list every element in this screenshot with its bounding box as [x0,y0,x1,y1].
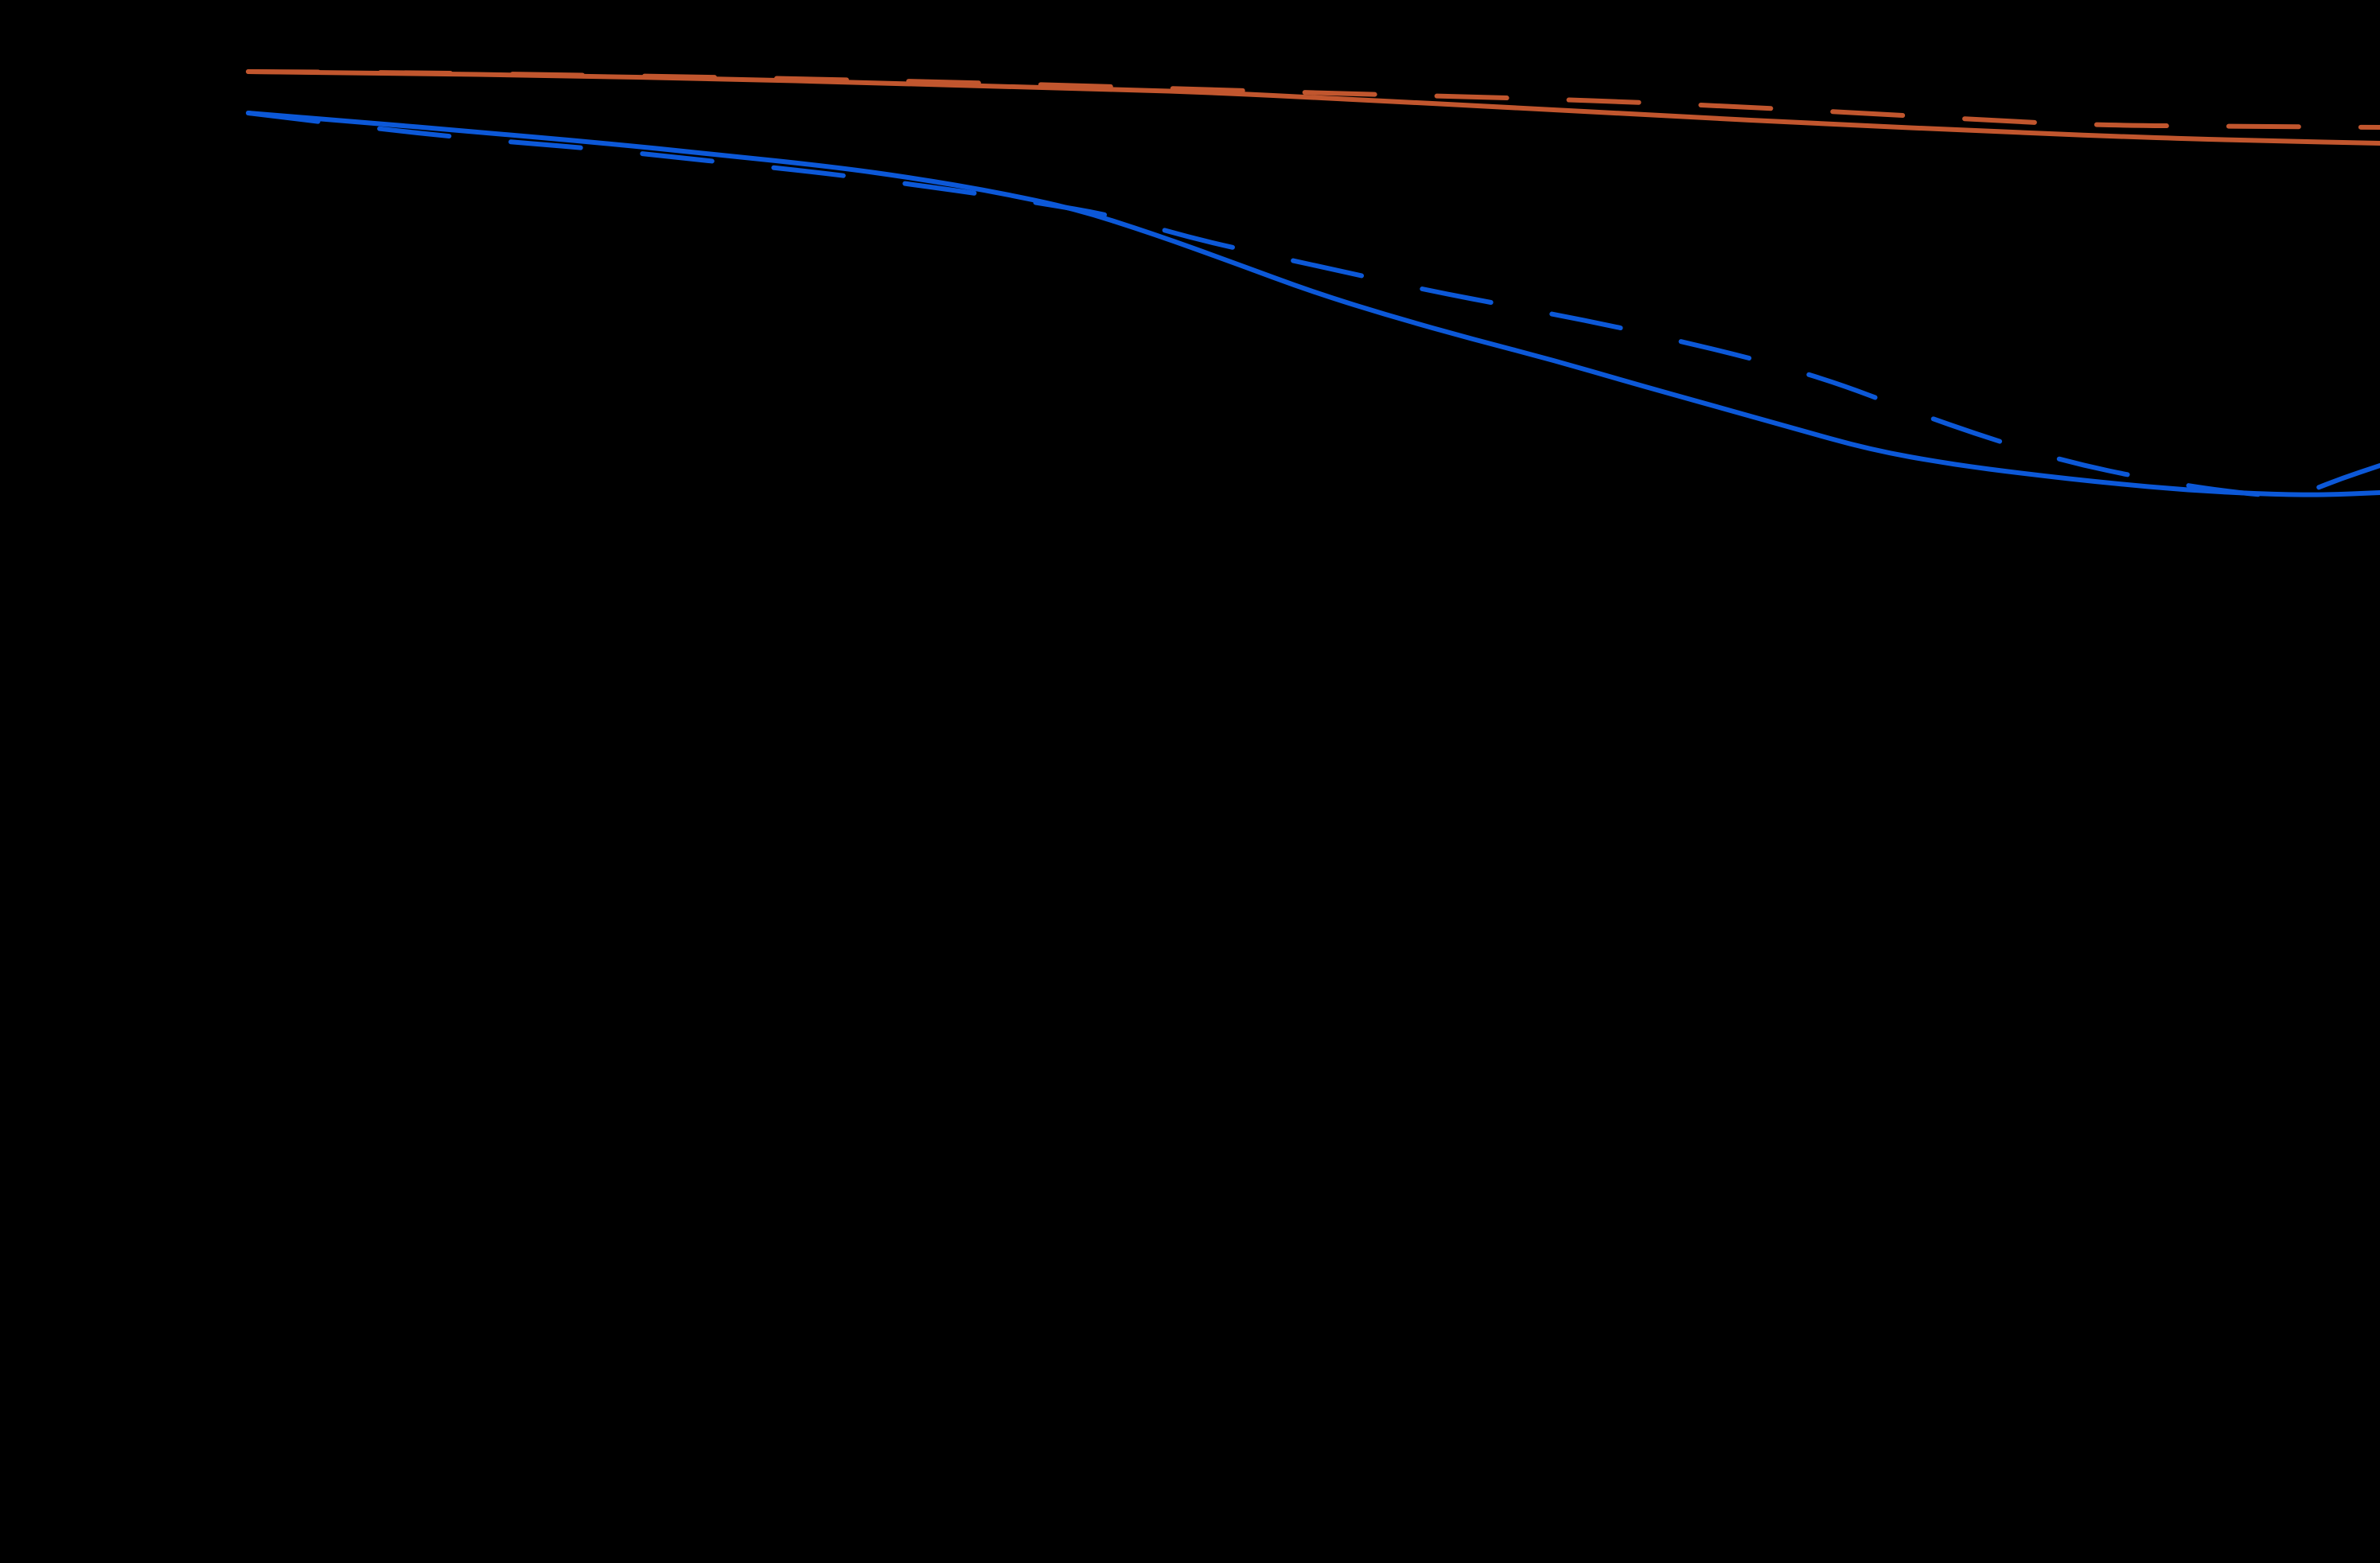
blue-solid-curve [246,111,2380,497]
orange-dashed-curve [246,69,2380,130]
orange-solid-curve [246,69,2380,146]
blue-dashed-curve [246,111,2380,498]
